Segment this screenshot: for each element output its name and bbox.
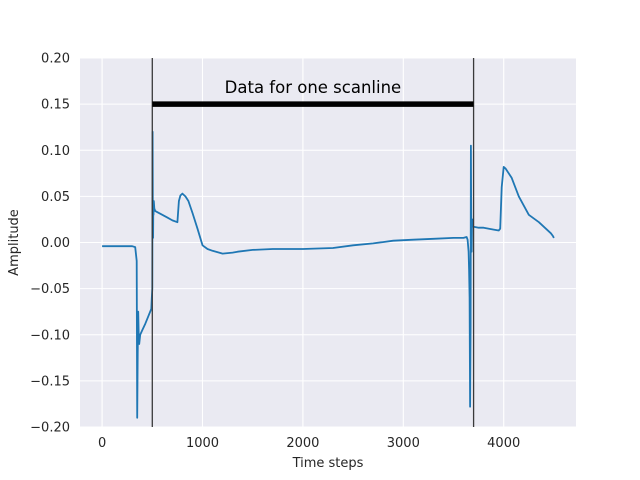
y-tick-label: −0.20 [30, 421, 70, 436]
y-tick-label: 0.00 [41, 236, 70, 251]
y-axis-title: Amplitude [7, 209, 22, 276]
y-tick-label: 0.05 [41, 190, 70, 205]
y-tick-label: −0.05 [30, 282, 70, 297]
grid [80, 57, 576, 428]
y-tick-label: 0.20 [41, 52, 70, 67]
x-axis: 0 1000 2000 3000 4000 [98, 436, 520, 451]
y-tick-label: −0.15 [30, 374, 70, 389]
x-tick-label: 2000 [286, 436, 319, 451]
series-line [102, 130, 555, 419]
annotation-layer: Data for one scanline [152, 78, 474, 107]
y-tick-label: −0.10 [30, 328, 70, 343]
x-tick-label: 0 [98, 436, 106, 451]
x-tick-label: 1000 [186, 436, 219, 451]
series-layer [102, 130, 555, 419]
x-tick-label: 3000 [387, 436, 420, 451]
x-tick-label: 4000 [487, 436, 520, 451]
y-tick-label: 0.15 [41, 98, 70, 113]
y-tick-label: 0.10 [41, 144, 70, 159]
x-axis-title: Time steps [292, 456, 364, 471]
y-axis: −0.20 −0.15 −0.10 −0.05 0.00 0.05 0.10 0.15 0.20 [30, 52, 70, 436]
marker-layer [151, 58, 475, 427]
annotation-label: Data for one scanline [225, 78, 402, 97]
